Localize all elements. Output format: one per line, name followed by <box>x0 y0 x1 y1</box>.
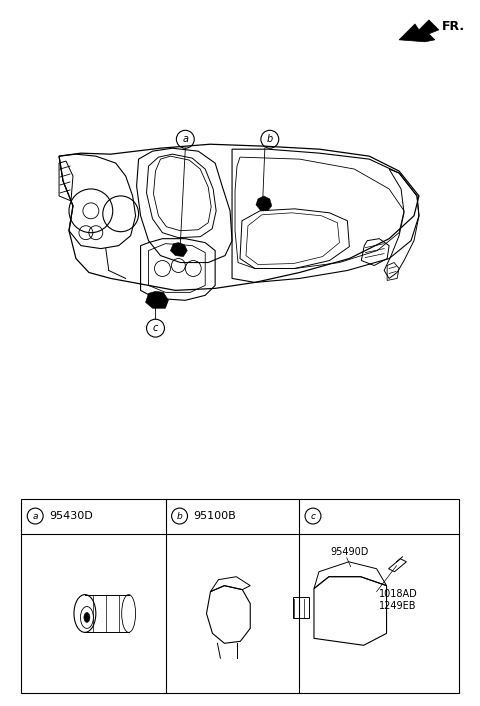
Polygon shape <box>399 20 439 42</box>
Text: 1249EB: 1249EB <box>379 601 416 611</box>
Text: a: a <box>182 134 188 144</box>
Text: 95430D: 95430D <box>49 511 93 521</box>
Text: c: c <box>311 512 315 520</box>
Text: b: b <box>267 134 273 144</box>
Text: a: a <box>33 512 38 520</box>
Bar <box>293 597 309 618</box>
Polygon shape <box>170 243 187 256</box>
Text: FR.: FR. <box>442 20 465 33</box>
Text: 95490D: 95490D <box>331 547 369 557</box>
Text: 1018AD: 1018AD <box>379 589 417 599</box>
Text: 95100B: 95100B <box>193 511 236 521</box>
Polygon shape <box>256 196 272 211</box>
Text: b: b <box>177 512 182 520</box>
Circle shape <box>83 203 99 219</box>
Ellipse shape <box>84 613 90 623</box>
Bar <box>21 499 459 693</box>
Polygon shape <box>145 292 168 309</box>
Text: c: c <box>153 323 158 333</box>
